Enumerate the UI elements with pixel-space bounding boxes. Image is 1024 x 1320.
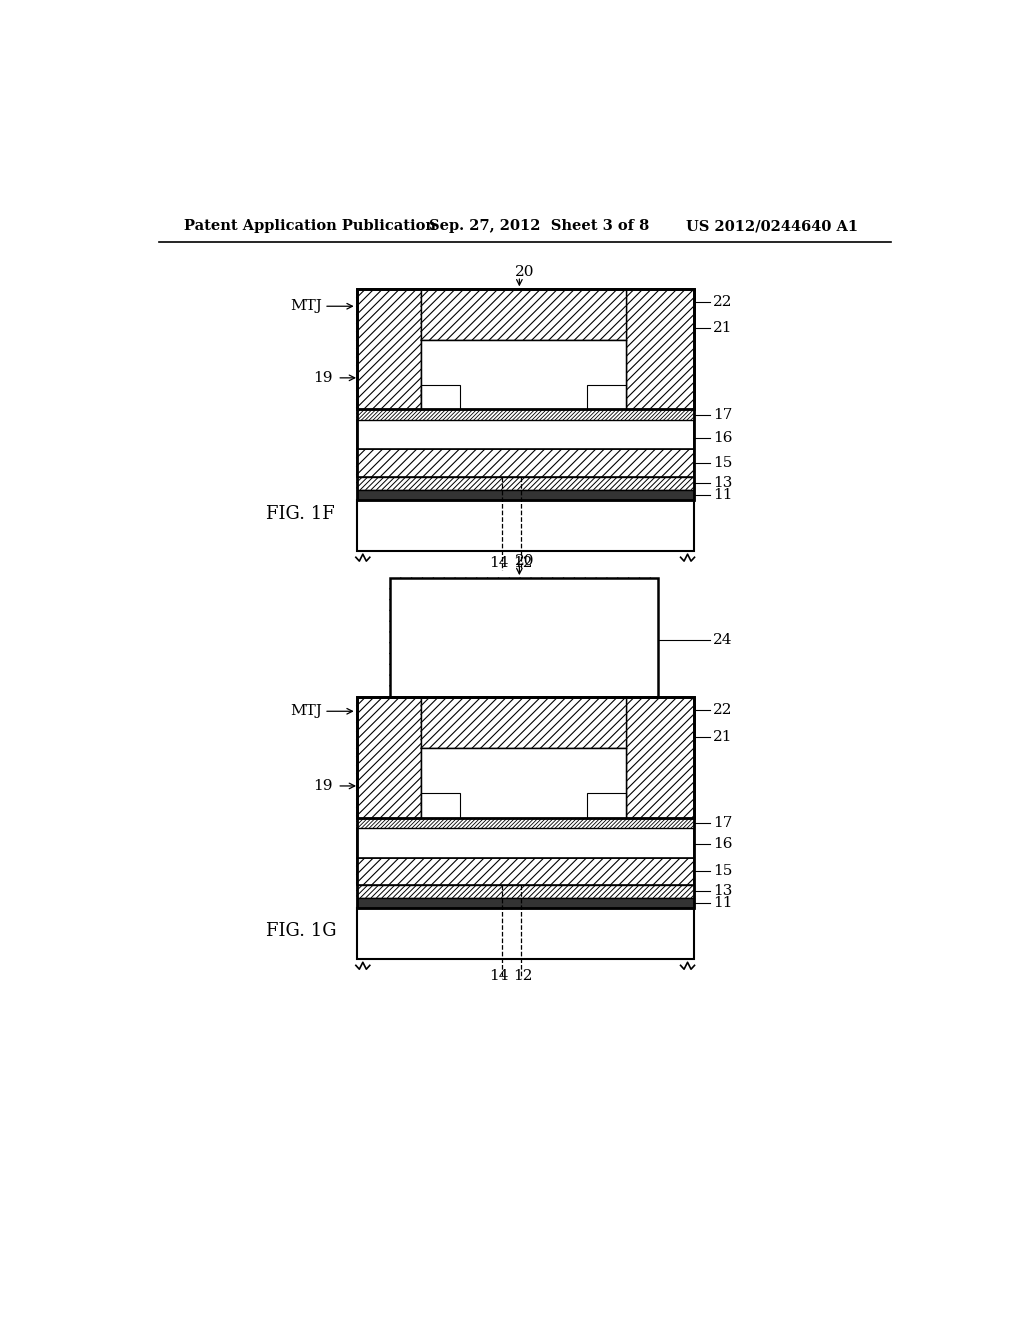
Bar: [421, 748, 626, 817]
Bar: [356, 858, 693, 886]
Bar: [356, 289, 693, 409]
Bar: [421, 385, 460, 409]
Text: 19: 19: [313, 371, 333, 385]
Text: 19: 19: [313, 779, 333, 793]
Bar: [356, 697, 693, 908]
Text: 11: 11: [713, 488, 732, 502]
Bar: [356, 697, 421, 817]
Bar: [421, 697, 626, 748]
Text: US 2012/0244640 A1: US 2012/0244640 A1: [686, 219, 858, 234]
Bar: [356, 829, 693, 858]
Text: 20: 20: [515, 554, 535, 568]
Bar: [421, 289, 626, 341]
Bar: [421, 341, 626, 409]
Bar: [356, 409, 693, 420]
Bar: [390, 578, 658, 697]
Bar: [356, 898, 693, 908]
Bar: [356, 420, 693, 449]
Bar: [587, 385, 626, 409]
Bar: [626, 697, 693, 817]
Text: 16: 16: [713, 430, 732, 445]
Bar: [356, 908, 693, 960]
Text: 17: 17: [713, 408, 732, 422]
Bar: [626, 289, 693, 409]
Text: 13: 13: [713, 477, 732, 490]
Text: Patent Application Publication: Patent Application Publication: [183, 219, 436, 234]
Text: 13: 13: [713, 884, 732, 899]
Text: Sep. 27, 2012  Sheet 3 of 8: Sep. 27, 2012 Sheet 3 of 8: [429, 219, 649, 234]
Bar: [587, 793, 626, 817]
Text: 21: 21: [713, 730, 732, 744]
Text: MTJ: MTJ: [291, 300, 323, 313]
Bar: [356, 886, 693, 898]
Text: 15: 15: [713, 865, 732, 878]
Bar: [356, 500, 693, 552]
Text: 22: 22: [713, 704, 732, 718]
Text: 12: 12: [513, 969, 534, 983]
Text: FIG. 1F: FIG. 1F: [266, 506, 335, 523]
Text: 24: 24: [713, 632, 732, 647]
Text: 21: 21: [713, 321, 732, 335]
Text: 17: 17: [713, 816, 732, 830]
Bar: [356, 477, 693, 490]
Text: FIG. 1G: FIG. 1G: [266, 923, 337, 940]
Bar: [356, 289, 693, 500]
Bar: [356, 449, 693, 478]
Text: 14: 14: [488, 969, 508, 983]
Text: 22: 22: [713, 296, 732, 309]
Bar: [356, 817, 693, 829]
Text: MTJ: MTJ: [291, 705, 323, 718]
Text: 14: 14: [488, 556, 508, 570]
Bar: [356, 697, 693, 817]
Text: 16: 16: [713, 837, 732, 850]
Bar: [421, 793, 460, 817]
Text: 20: 20: [515, 265, 535, 280]
Text: 12: 12: [513, 556, 534, 570]
Text: 15: 15: [713, 457, 732, 470]
Bar: [356, 490, 693, 500]
Text: 11: 11: [713, 896, 732, 909]
Bar: [356, 289, 421, 409]
